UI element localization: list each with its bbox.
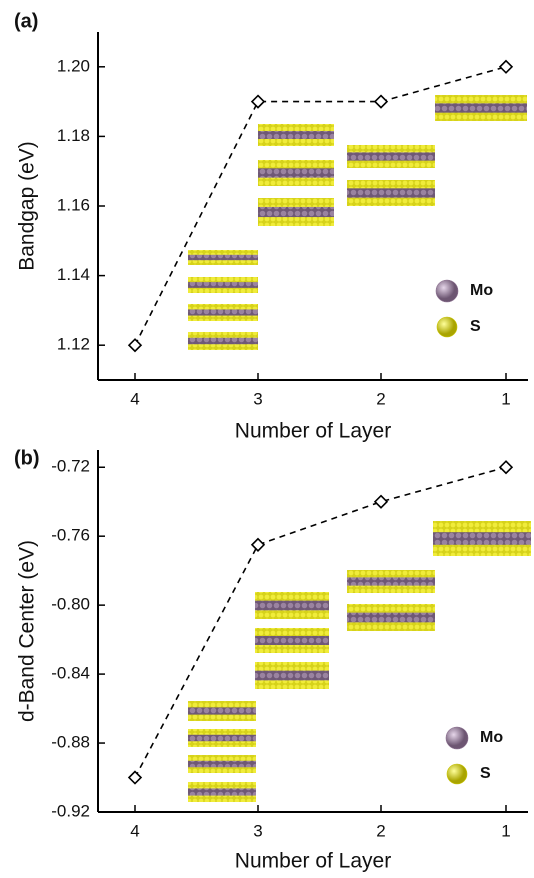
structure-layer xyxy=(433,532,531,545)
structure-layer xyxy=(347,613,435,623)
legend-label: Mo xyxy=(470,282,493,299)
y-axis-label: d-Band Center (eV) xyxy=(16,540,39,722)
x-tick-label: 1 xyxy=(501,821,510,840)
data-point xyxy=(129,772,141,784)
structure-layer xyxy=(188,255,258,260)
structure-layer xyxy=(255,636,329,645)
x-axis-label: Number of Layer xyxy=(235,420,391,443)
legend-label: Mo xyxy=(480,729,503,746)
structure-layer xyxy=(258,207,334,217)
x-tick-label: 3 xyxy=(253,389,262,408)
x-tick-label: 3 xyxy=(253,821,262,840)
legend-symbol xyxy=(437,317,457,337)
x-axis-label: Number of Layer xyxy=(235,850,391,873)
legend-symbol xyxy=(436,280,458,302)
x-tick-label: 4 xyxy=(130,821,139,840)
y-tick-label: 1.12 xyxy=(57,335,90,354)
x-tick-label: 4 xyxy=(130,389,139,408)
structure-layer xyxy=(435,103,527,112)
structure-layer xyxy=(347,577,435,585)
y-tick-label: 1.18 xyxy=(57,126,90,145)
y-tick-label: -0.84 xyxy=(51,664,90,683)
legend-symbol xyxy=(446,727,468,749)
structure-layer xyxy=(188,282,258,288)
structure-layer xyxy=(188,761,256,767)
x-tick-label: 2 xyxy=(376,389,385,408)
data-point xyxy=(375,96,387,108)
y-tick-label: 1.16 xyxy=(57,195,90,214)
structure-layer xyxy=(347,188,435,197)
data-point xyxy=(375,496,387,508)
data-point xyxy=(252,96,264,108)
y-tick-label: -0.76 xyxy=(51,526,90,545)
data-point xyxy=(129,339,141,351)
x-tick-label: 2 xyxy=(376,821,385,840)
y-tick-label: -0.80 xyxy=(51,595,90,614)
data-point xyxy=(500,61,512,73)
structure-layer xyxy=(255,601,329,611)
structure-layer xyxy=(258,168,334,177)
structure-layer xyxy=(188,707,256,714)
structure-layer xyxy=(347,152,435,160)
legend-symbol xyxy=(447,764,467,784)
data-point xyxy=(500,461,512,473)
structure-layer xyxy=(188,309,258,315)
panel-label: (a) xyxy=(14,10,38,32)
legend-label: S xyxy=(480,765,491,782)
x-tick-label: 1 xyxy=(501,389,510,408)
y-axis-label: Bandgap (eV) xyxy=(16,141,39,271)
legend-label: S xyxy=(470,318,481,335)
y-tick-label: -0.88 xyxy=(51,733,90,752)
figure: (a) Number of Layer Bandgap (eV) 1.12 1.14 1.… xyxy=(0,0,534,878)
structure-layer xyxy=(255,671,329,681)
y-tick-label: -0.72 xyxy=(51,457,90,476)
panel-label: (b) xyxy=(14,447,40,469)
y-tick-label: 1.20 xyxy=(57,56,90,75)
data-point xyxy=(252,539,264,551)
structure-layer xyxy=(188,788,256,795)
structure-layer xyxy=(258,131,334,139)
y-tick-label: -0.92 xyxy=(51,801,90,820)
structure-layer xyxy=(188,338,258,344)
y-tick-label: 1.14 xyxy=(57,265,90,284)
structure-layer xyxy=(188,735,256,741)
